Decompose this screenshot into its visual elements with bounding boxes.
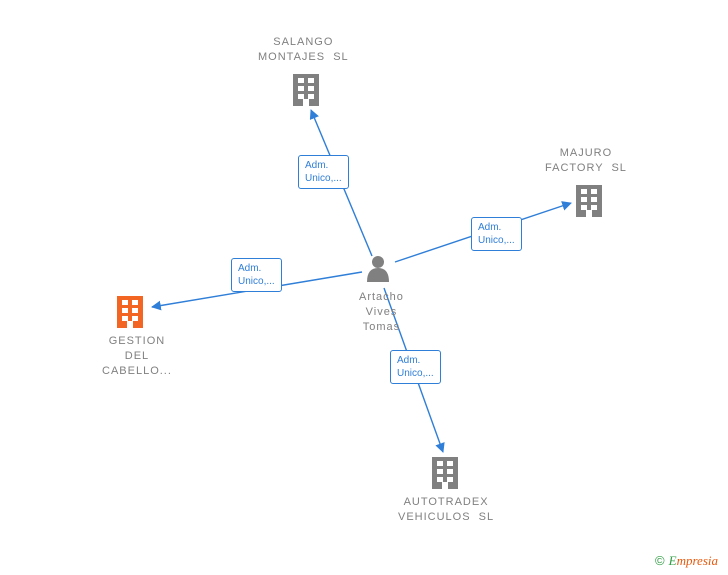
node-label-salango: SALANGO MONTAJES SL [258,35,349,65]
building-icon [117,296,143,328]
node-label-majuro: MAJURO FACTORY SL [545,146,627,176]
network-svg [0,0,728,575]
edge-label: Adm. Unico,... [231,258,282,292]
person-icon [367,256,389,282]
building-icon [432,457,458,489]
brand-rest: mpresia [677,553,718,568]
edge-label: Adm. Unico,... [390,350,441,384]
building-icon [576,185,602,217]
copyright-symbol: © [655,553,665,568]
node-label-gestion: GESTION DEL CABELLO... [102,334,172,379]
building-icon [293,74,319,106]
watermark: © Empresia [655,553,718,569]
edge-label: Adm. Unico,... [298,155,349,189]
node-label-autotradex: AUTOTRADEX VEHICULOS SL [398,495,494,525]
edge-label: Adm. Unico,... [471,217,522,251]
center-node-label: Artacho Vives Tomas [359,290,404,335]
brand-initial: E [669,553,677,568]
